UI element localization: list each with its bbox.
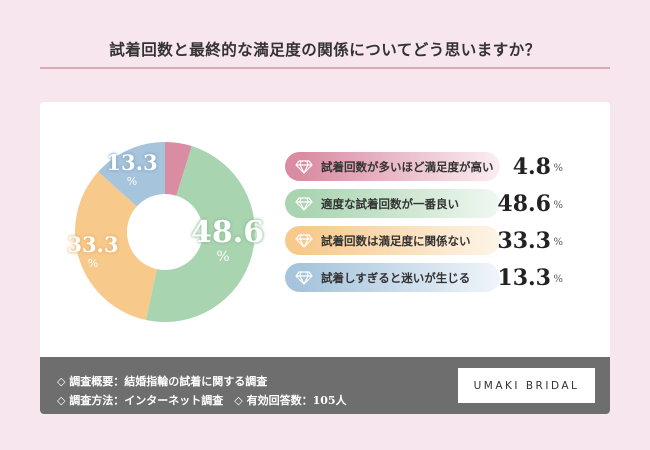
legend-unit: %	[553, 237, 563, 248]
survey-method: ◇ 調査方法：インターネット調査 ◇ 有効回答数：105人	[57, 394, 347, 407]
legend-label: 試着回数は満足度に関係ない	[321, 233, 471, 248]
legend-pill	[285, 152, 500, 181]
diamond-icon	[295, 270, 313, 285]
segment-label-33-3: 33.3 %	[67, 232, 119, 270]
donut-segment-pink	[165, 142, 192, 196]
donut-svg	[75, 142, 256, 322]
legend-unit: %	[553, 200, 563, 211]
donut-segment-orange	[75, 171, 157, 320]
legend-item: 試着しすぎると迷いが生じる 13.3 %	[285, 263, 585, 292]
legend-value: 33.3	[497, 228, 551, 254]
segment-label-13-3: 13.3 %	[106, 150, 158, 188]
diamond-icon	[295, 196, 313, 211]
legend-pill	[285, 263, 500, 292]
donut-chart: 48.6 % 33.3 % 13.3 %	[67, 140, 265, 324]
legend-item: 適度な試着回数が一番良い 48.6 %	[285, 189, 585, 218]
chart-card: 48.6 % 33.3 % 13.3 % 試着回数が多いほど満足度が高い 4.8…	[40, 102, 610, 414]
legend-label: 適度な試着回数が一番良い	[321, 196, 459, 211]
donut-segment-blue	[98, 142, 165, 207]
legend: 試着回数が多いほど満足度が高い 4.8 % 適度な試着回数が一番良い 48.6 …	[285, 152, 585, 300]
legend-pill	[285, 189, 500, 218]
chart-title: 試着回数と最終的な満足度の関係についてどう思いますか？	[109, 40, 541, 59]
legend-item: 試着回数が多いほど満足度が高い 4.8 %	[285, 152, 585, 181]
legend-label: 試着しすぎると迷いが生じる	[321, 270, 471, 285]
legend-label: 試着回数が多いほど満足度が高い	[321, 159, 494, 174]
legend-unit: %	[553, 163, 563, 174]
donut-segment-green	[145, 146, 256, 322]
survey-overview: ◇ 調査概要：結婚指輪の試着に関する調査	[57, 375, 268, 388]
survey-footer: ◇ 調査概要：結婚指輪の試着に関する調査 ◇ 調査方法：インターネット調査 ◇ …	[40, 357, 610, 414]
diamond-icon	[295, 159, 313, 174]
title-divider	[40, 67, 610, 69]
segment-label-48-6: 48.6 %	[191, 215, 265, 265]
legend-unit: %	[553, 274, 563, 285]
legend-pill	[285, 226, 500, 255]
legend-item: 試着回数は満足度に関係ない 33.3 %	[285, 226, 585, 255]
legend-value: 4.8	[512, 154, 551, 180]
diamond-icon	[295, 233, 313, 248]
brand-logo: UMAKI BRIDAL	[458, 368, 595, 403]
legend-value: 13.3	[497, 265, 551, 291]
legend-value: 48.6	[497, 191, 551, 217]
